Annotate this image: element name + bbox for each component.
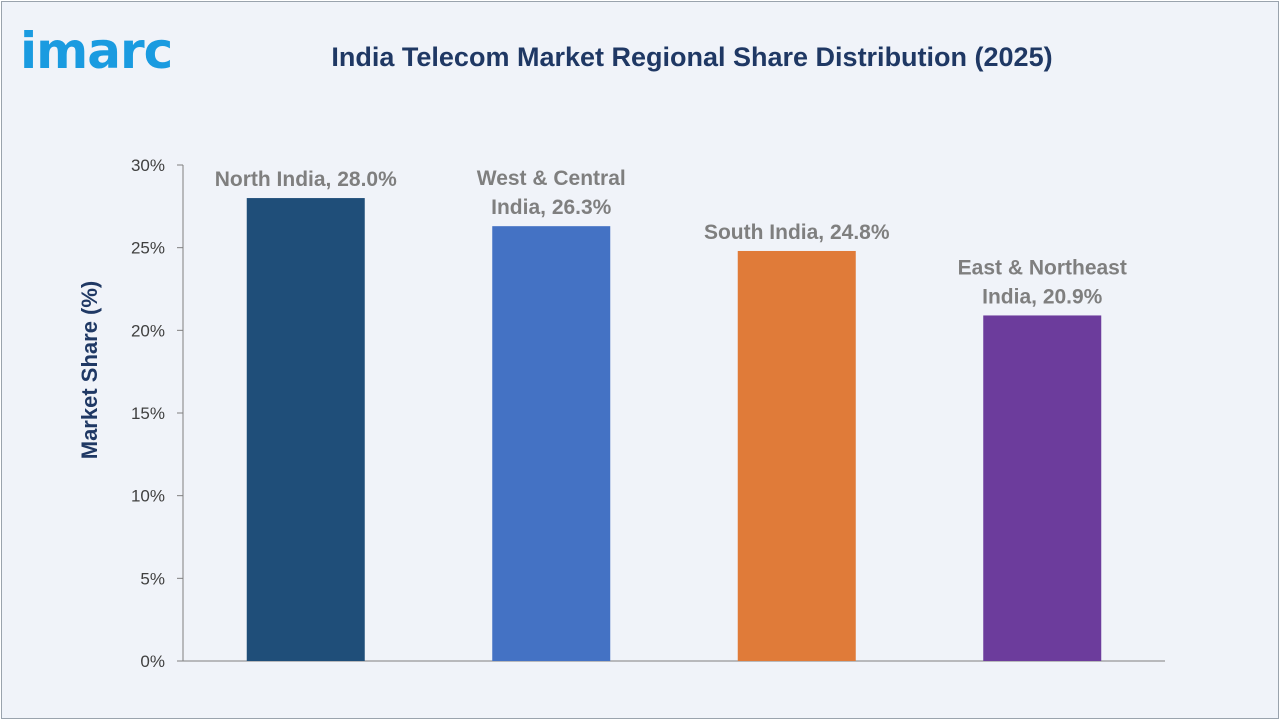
logo-text: imarc xyxy=(20,22,173,80)
chart-title: India Telecom Market Regional Share Dist… xyxy=(331,42,1053,72)
data-labels: North India, 28.0% West & Central India, 2… xyxy=(215,167,1127,308)
bar xyxy=(737,250,856,661)
y-tick-label: 20% xyxy=(131,321,165,340)
imarc-logo: imarc xyxy=(20,16,210,86)
y-axis: 0% 5% 10% 15% 20% 25% 30% xyxy=(131,156,1165,671)
y-tick-label: 15% xyxy=(131,404,165,423)
y-tick-label: 30% xyxy=(131,156,165,175)
bar xyxy=(983,315,1102,661)
y-tick-label: 10% xyxy=(131,487,165,506)
y-tick-label: 0% xyxy=(140,652,165,671)
data-label: West & Central xyxy=(477,167,626,190)
y-axis-label: Market Share (%) xyxy=(77,281,102,460)
data-label: South India, 24.8% xyxy=(704,221,890,244)
bars xyxy=(246,198,1102,662)
bar xyxy=(246,198,365,662)
y-tick-label: 25% xyxy=(131,239,165,258)
bar xyxy=(492,226,611,661)
data-label: North India, 28.0% xyxy=(215,168,397,191)
data-label: India, 26.3% xyxy=(491,196,612,219)
data-label: India, 20.9% xyxy=(982,285,1103,308)
y-tick-label: 5% xyxy=(140,569,165,588)
data-label: East & Northeast xyxy=(958,256,1127,279)
